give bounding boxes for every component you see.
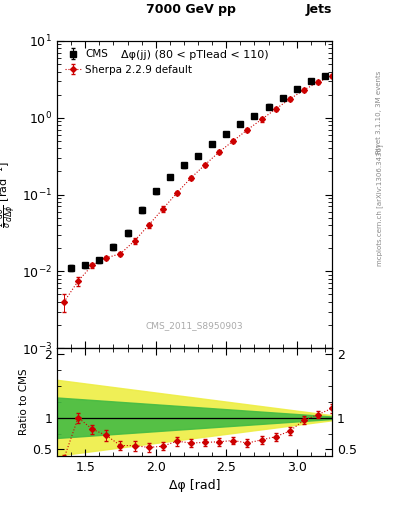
Text: Δφ(jj) (80 < pTlead < 110): Δφ(jj) (80 < pTlead < 110) (121, 50, 268, 60)
Text: 7000 GeV pp: 7000 GeV pp (146, 4, 236, 16)
Text: Jets: Jets (306, 4, 332, 16)
Y-axis label: $\frac{1}{\sigma}\frac{d\sigma}{d\Delta\phi}$ [rad$^{-1}$]: $\frac{1}{\sigma}\frac{d\sigma}{d\Delta\… (0, 161, 19, 228)
Text: mcplots.cern.ch [arXiv:1306.3436]: mcplots.cern.ch [arXiv:1306.3436] (376, 144, 383, 266)
Legend: CMS, Sherpa 2.2.9 default: CMS, Sherpa 2.2.9 default (62, 46, 195, 78)
Y-axis label: Ratio to CMS: Ratio to CMS (19, 369, 29, 435)
X-axis label: Δφ [rad]: Δφ [rad] (169, 479, 220, 492)
Text: CMS_2011_S8950903: CMS_2011_S8950903 (146, 321, 243, 330)
Text: Rivet 3.1.10, 3M events: Rivet 3.1.10, 3M events (376, 71, 382, 154)
